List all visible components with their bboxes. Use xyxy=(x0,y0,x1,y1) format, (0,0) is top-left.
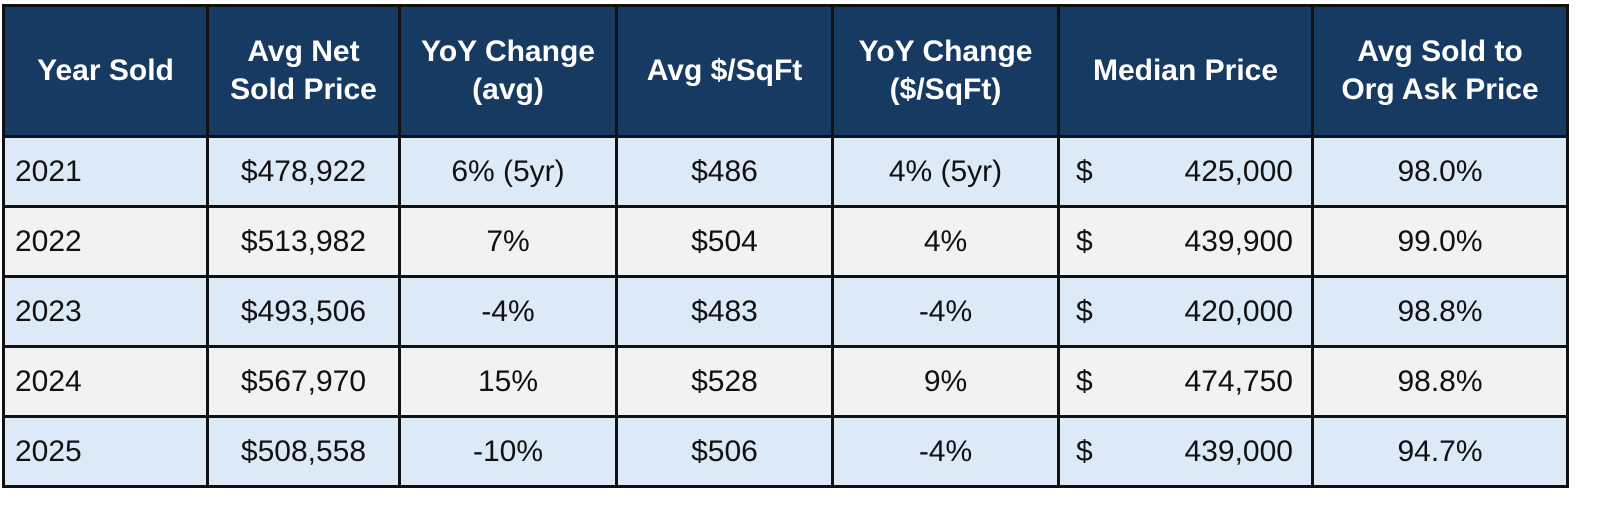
header-cell: Avg Net Sold Price xyxy=(206,4,401,138)
table-cell: $513,982 xyxy=(206,205,401,278)
currency-symbol: $ xyxy=(1076,294,1093,328)
money-cell: $425,000 xyxy=(1070,155,1301,189)
table-cell: $439,900 xyxy=(1057,205,1314,278)
money-cell: $474,750 xyxy=(1070,365,1301,399)
table-cell: 99.0% xyxy=(1311,205,1569,278)
table-cell: 98.8% xyxy=(1311,275,1569,348)
amount: 474,750 xyxy=(1184,364,1293,398)
currency-symbol: $ xyxy=(1076,224,1093,258)
table-cell: $506 xyxy=(615,415,834,488)
table-cell: 2021 xyxy=(2,135,209,208)
currency-symbol: $ xyxy=(1076,154,1093,188)
table-cell: -10% xyxy=(398,415,618,488)
table-cell: $420,000 xyxy=(1057,275,1314,348)
table-cell: $474,750 xyxy=(1057,345,1314,418)
table-cell: $567,970 xyxy=(206,345,401,418)
header-row: Year Sold Avg Net Sold Price YoY Change (a… xyxy=(2,4,1569,138)
header-cell: Year Sold xyxy=(2,4,209,138)
table-cell: $486 xyxy=(615,135,834,208)
table-cell: 2023 xyxy=(2,275,209,348)
header-cell: Median Price xyxy=(1057,4,1314,138)
table-cell: $483 xyxy=(615,275,834,348)
table-cell: $478,922 xyxy=(206,135,401,208)
table-cell: 4% (5yr) xyxy=(831,135,1060,208)
table-cell: 2022 xyxy=(2,205,209,278)
header-cell: Avg Sold to Org Ask Price xyxy=(1311,4,1569,138)
table-cell: $528 xyxy=(615,345,834,418)
table-cell: 7% xyxy=(398,205,618,278)
table-cell: 9% xyxy=(831,345,1060,418)
table-row: 2023 $493,506 -4% $483 -4% $420,000 98.8% xyxy=(2,275,1569,348)
currency-symbol: $ xyxy=(1076,364,1093,398)
amount: 439,000 xyxy=(1184,434,1293,468)
table-cell: 2024 xyxy=(2,345,209,418)
table-cell: -4% xyxy=(831,275,1060,348)
table-cell: 4% xyxy=(831,205,1060,278)
table-row: 2022 $513,982 7% $504 4% $439,900 99.0% xyxy=(2,205,1569,278)
money-cell: $439,000 xyxy=(1070,435,1301,469)
amount: 425,000 xyxy=(1184,154,1293,188)
header-cell: YoY Change ($/SqFt) xyxy=(831,4,1060,138)
table-cell: -4% xyxy=(398,275,618,348)
header-cell: Avg $/SqFt xyxy=(615,4,834,138)
table-cell: $504 xyxy=(615,205,834,278)
money-cell: $439,900 xyxy=(1070,225,1301,259)
table-cell: 15% xyxy=(398,345,618,418)
table-cell: 6% (5yr) xyxy=(398,135,618,208)
table-cell: 2025 xyxy=(2,415,209,488)
table-row: 2025 $508,558 -10% $506 -4% $439,000 94.7% xyxy=(2,415,1569,488)
amount: 420,000 xyxy=(1184,294,1293,328)
table-body: 2021 $478,922 6% (5yr) $486 4% (5yr) $425,000… xyxy=(2,135,1569,488)
money-cell: $420,000 xyxy=(1070,295,1301,329)
table-cell: $439,000 xyxy=(1057,415,1314,488)
table-cell: $425,000 xyxy=(1057,135,1314,208)
currency-symbol: $ xyxy=(1076,434,1093,468)
table-cell: $493,506 xyxy=(206,275,401,348)
table-cell: -4% xyxy=(831,415,1060,488)
table-row: 2021 $478,922 6% (5yr) $486 4% (5yr) $425,000… xyxy=(2,135,1569,208)
table-cell: 94.7% xyxy=(1311,415,1569,488)
table-cell: $508,558 xyxy=(206,415,401,488)
amount: 439,900 xyxy=(1184,224,1293,258)
header-cell: YoY Change (avg) xyxy=(398,4,618,138)
table-cell: 98.0% xyxy=(1311,135,1569,208)
price-table: Year Sold Avg Net Sold Price YoY Change (a… xyxy=(2,4,1569,488)
table-row: 2024 $567,970 15% $528 9% $474,750 98.8% xyxy=(2,345,1569,418)
table-cell: 98.8% xyxy=(1311,345,1569,418)
